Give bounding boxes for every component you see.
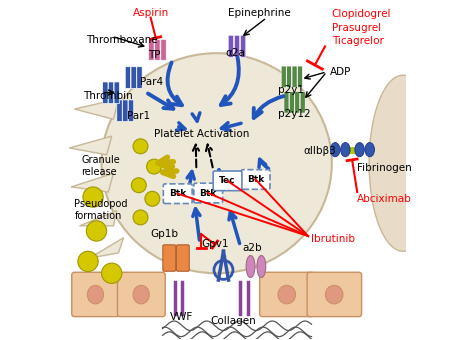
- Ellipse shape: [257, 255, 266, 277]
- FancyBboxPatch shape: [176, 245, 189, 271]
- Text: Pseudopod: Pseudopod: [74, 199, 128, 209]
- Ellipse shape: [87, 285, 104, 304]
- Polygon shape: [90, 238, 124, 258]
- Circle shape: [133, 139, 148, 154]
- FancyBboxPatch shape: [284, 91, 289, 113]
- Text: ADP: ADP: [330, 67, 352, 77]
- Text: Thrombin: Thrombin: [83, 90, 133, 101]
- Text: Par4: Par4: [140, 77, 164, 87]
- FancyBboxPatch shape: [194, 183, 223, 203]
- FancyBboxPatch shape: [234, 35, 240, 57]
- FancyBboxPatch shape: [72, 272, 119, 317]
- FancyBboxPatch shape: [228, 35, 234, 57]
- Polygon shape: [69, 136, 112, 155]
- Text: VWF: VWF: [170, 312, 193, 322]
- Text: αIIbβ3: αIIbβ3: [303, 147, 336, 156]
- Text: Prasugrel: Prasugrel: [332, 23, 381, 33]
- Ellipse shape: [325, 285, 343, 304]
- Ellipse shape: [246, 255, 255, 277]
- Ellipse shape: [133, 285, 149, 304]
- Text: Platelet Activation: Platelet Activation: [154, 130, 249, 139]
- Text: Fibrinogen: Fibrinogen: [357, 163, 412, 173]
- FancyBboxPatch shape: [155, 39, 160, 60]
- Text: Ticagrelor: Ticagrelor: [332, 36, 383, 46]
- Ellipse shape: [330, 142, 340, 157]
- FancyBboxPatch shape: [298, 66, 302, 88]
- Polygon shape: [74, 99, 118, 119]
- FancyBboxPatch shape: [213, 171, 242, 191]
- Circle shape: [86, 221, 107, 241]
- Text: TP: TP: [148, 50, 160, 60]
- Text: Aspirin: Aspirin: [133, 7, 169, 18]
- FancyBboxPatch shape: [163, 245, 176, 271]
- FancyBboxPatch shape: [128, 100, 134, 122]
- Circle shape: [133, 210, 148, 225]
- FancyBboxPatch shape: [295, 91, 300, 113]
- Ellipse shape: [341, 142, 350, 157]
- Text: p2y12: p2y12: [278, 109, 310, 119]
- FancyBboxPatch shape: [149, 39, 154, 60]
- Text: Epinephrine: Epinephrine: [228, 7, 291, 18]
- Text: formation: formation: [74, 211, 122, 221]
- FancyBboxPatch shape: [307, 272, 362, 317]
- FancyBboxPatch shape: [260, 272, 314, 317]
- FancyBboxPatch shape: [118, 272, 165, 317]
- FancyBboxPatch shape: [292, 66, 297, 88]
- Circle shape: [131, 178, 146, 193]
- Text: Thromboxane: Thromboxane: [86, 35, 158, 45]
- FancyBboxPatch shape: [114, 82, 119, 104]
- Text: Btk: Btk: [169, 189, 186, 198]
- FancyBboxPatch shape: [109, 82, 114, 104]
- FancyBboxPatch shape: [281, 66, 286, 88]
- Polygon shape: [80, 211, 117, 226]
- Circle shape: [146, 159, 162, 174]
- Text: Clopidogrel: Clopidogrel: [332, 9, 392, 19]
- FancyBboxPatch shape: [241, 170, 270, 189]
- Text: a2b: a2b: [242, 243, 262, 253]
- Circle shape: [101, 263, 122, 284]
- Ellipse shape: [369, 75, 437, 251]
- Text: p2y1: p2y1: [278, 85, 304, 96]
- Text: Par1: Par1: [127, 111, 150, 121]
- Ellipse shape: [365, 142, 374, 157]
- FancyBboxPatch shape: [289, 91, 294, 113]
- Text: Btk: Btk: [247, 175, 264, 184]
- Text: Gpv1: Gpv1: [201, 239, 229, 250]
- FancyBboxPatch shape: [125, 67, 131, 88]
- FancyBboxPatch shape: [300, 91, 305, 113]
- Text: Tec: Tec: [219, 176, 236, 185]
- FancyBboxPatch shape: [123, 100, 128, 122]
- Circle shape: [83, 187, 103, 207]
- FancyBboxPatch shape: [164, 184, 192, 204]
- Polygon shape: [71, 173, 113, 192]
- Text: Btk: Btk: [200, 188, 217, 198]
- Circle shape: [145, 191, 160, 206]
- Ellipse shape: [278, 285, 296, 304]
- FancyBboxPatch shape: [102, 82, 108, 104]
- FancyBboxPatch shape: [161, 39, 166, 60]
- Text: release: release: [81, 167, 117, 177]
- FancyBboxPatch shape: [240, 35, 246, 57]
- Text: Granule: Granule: [81, 155, 120, 165]
- FancyBboxPatch shape: [117, 100, 122, 122]
- FancyBboxPatch shape: [287, 66, 292, 88]
- Text: Ibrutinib: Ibrutinib: [311, 234, 356, 244]
- Circle shape: [78, 251, 98, 272]
- Text: Gp1b: Gp1b: [150, 230, 178, 239]
- Text: α2a: α2a: [225, 48, 245, 58]
- Ellipse shape: [355, 142, 365, 157]
- Text: Collagen: Collagen: [211, 316, 256, 326]
- FancyBboxPatch shape: [131, 67, 137, 88]
- Text: Abciximab: Abciximab: [357, 194, 412, 204]
- FancyBboxPatch shape: [137, 67, 142, 88]
- Ellipse shape: [101, 53, 332, 273]
